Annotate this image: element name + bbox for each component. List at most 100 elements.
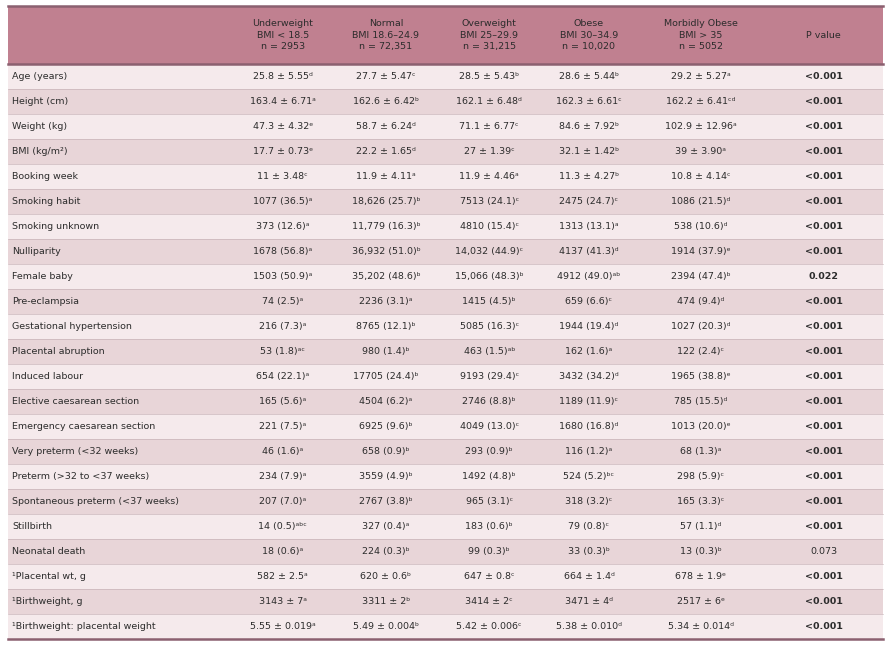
Text: Very preterm (<32 weeks): Very preterm (<32 weeks) bbox=[12, 447, 138, 456]
Text: <0.001: <0.001 bbox=[805, 397, 842, 406]
Text: <0.001: <0.001 bbox=[805, 122, 842, 131]
Text: 74 (2.5)ᵃ: 74 (2.5)ᵃ bbox=[262, 297, 303, 306]
Bar bbox=[8, 264, 883, 289]
Text: Smoking habit: Smoking habit bbox=[12, 197, 80, 206]
Text: 2236 (3.1)ᵃ: 2236 (3.1)ᵃ bbox=[359, 297, 413, 306]
Bar bbox=[8, 564, 883, 589]
Text: 116 (1.2)ᵃ: 116 (1.2)ᵃ bbox=[566, 447, 613, 456]
Text: 163.4 ± 6.71ᵃ: 163.4 ± 6.71ᵃ bbox=[249, 97, 315, 106]
Text: 3559 (4.9)ᵇ: 3559 (4.9)ᵇ bbox=[359, 472, 413, 481]
Bar bbox=[8, 139, 883, 164]
Bar bbox=[8, 214, 883, 239]
Bar bbox=[8, 389, 883, 414]
Text: <0.001: <0.001 bbox=[805, 622, 842, 631]
Text: 8765 (12.1)ᵇ: 8765 (12.1)ᵇ bbox=[356, 322, 416, 331]
Text: 647 ± 0.8ᶜ: 647 ± 0.8ᶜ bbox=[464, 572, 515, 581]
Text: 3414 ± 2ᶜ: 3414 ± 2ᶜ bbox=[465, 597, 513, 606]
Text: 207 (7.0)ᵃ: 207 (7.0)ᵃ bbox=[259, 497, 307, 506]
Text: 36,932 (51.0)ᵇ: 36,932 (51.0)ᵇ bbox=[352, 247, 421, 256]
Text: 298 (5.9)ᶜ: 298 (5.9)ᶜ bbox=[677, 472, 724, 481]
Text: P value: P value bbox=[806, 30, 841, 39]
Text: 1965 (38.8)ᵉ: 1965 (38.8)ᵉ bbox=[671, 372, 731, 381]
Text: 474 (9.4)ᵈ: 474 (9.4)ᵈ bbox=[677, 297, 724, 306]
Text: 122 (2.4)ᶜ: 122 (2.4)ᶜ bbox=[677, 347, 724, 356]
Text: 9193 (29.4)ᶜ: 9193 (29.4)ᶜ bbox=[460, 372, 519, 381]
Text: 162.6 ± 6.42ᵇ: 162.6 ± 6.42ᵇ bbox=[353, 97, 419, 106]
Text: 11.3 ± 4.27ᵇ: 11.3 ± 4.27ᵇ bbox=[559, 172, 619, 181]
Text: 327 (0.4)ᵃ: 327 (0.4)ᵃ bbox=[363, 522, 410, 531]
Bar bbox=[8, 539, 883, 564]
Text: 71.1 ± 6.77ᶜ: 71.1 ± 6.77ᶜ bbox=[460, 122, 519, 131]
Text: 13 (0.3)ᵇ: 13 (0.3)ᵇ bbox=[680, 547, 722, 556]
Text: <0.001: <0.001 bbox=[805, 72, 842, 81]
Text: 1944 (19.4)ᵈ: 1944 (19.4)ᵈ bbox=[560, 322, 618, 331]
Text: 4504 (6.2)ᵃ: 4504 (6.2)ᵃ bbox=[359, 397, 413, 406]
Bar bbox=[8, 239, 883, 264]
Text: 1503 (50.9)ᵃ: 1503 (50.9)ᵃ bbox=[253, 272, 313, 281]
Text: 3432 (34.2)ᵈ: 3432 (34.2)ᵈ bbox=[560, 372, 619, 381]
Text: 2767 (3.8)ᵇ: 2767 (3.8)ᵇ bbox=[359, 497, 413, 506]
Text: Emergency caesarean section: Emergency caesarean section bbox=[12, 422, 155, 431]
Text: 5.38 ± 0.010ᵈ: 5.38 ± 0.010ᵈ bbox=[556, 622, 622, 631]
Text: 373 (12.6)ᵃ: 373 (12.6)ᵃ bbox=[256, 222, 309, 231]
Text: ¹Birthweight: placental weight: ¹Birthweight: placental weight bbox=[12, 622, 156, 631]
Text: Placental abruption: Placental abruption bbox=[12, 347, 104, 356]
Text: 1680 (16.8)ᵈ: 1680 (16.8)ᵈ bbox=[560, 422, 618, 431]
Text: ¹Placental wt, g: ¹Placental wt, g bbox=[12, 572, 86, 581]
Text: Height (cm): Height (cm) bbox=[12, 97, 69, 106]
Text: 5085 (16.3)ᶜ: 5085 (16.3)ᶜ bbox=[460, 322, 519, 331]
Text: 1678 (56.8)ᵃ: 1678 (56.8)ᵃ bbox=[253, 247, 313, 256]
Text: Induced labour: Induced labour bbox=[12, 372, 83, 381]
Text: 5.49 ± 0.004ᵇ: 5.49 ± 0.004ᵇ bbox=[353, 622, 419, 631]
Text: 659 (6.6)ᶜ: 659 (6.6)ᶜ bbox=[566, 297, 613, 306]
Text: 15,066 (48.3)ᵇ: 15,066 (48.3)ᵇ bbox=[455, 272, 524, 281]
Text: <0.001: <0.001 bbox=[805, 147, 842, 156]
Text: Nulliparity: Nulliparity bbox=[12, 247, 61, 256]
Text: <0.001: <0.001 bbox=[805, 197, 842, 206]
Text: 99 (0.3)ᵇ: 99 (0.3)ᵇ bbox=[469, 547, 510, 556]
Text: 1077 (36.5)ᵃ: 1077 (36.5)ᵃ bbox=[253, 197, 313, 206]
Text: 14,032 (44.9)ᶜ: 14,032 (44.9)ᶜ bbox=[455, 247, 523, 256]
Text: 183 (0.6)ᵇ: 183 (0.6)ᵇ bbox=[465, 522, 513, 531]
Text: 5.42 ± 0.006ᶜ: 5.42 ± 0.006ᶜ bbox=[456, 622, 522, 631]
Text: <0.001: <0.001 bbox=[805, 522, 842, 531]
Text: 17705 (24.4)ᵇ: 17705 (24.4)ᵇ bbox=[353, 372, 419, 381]
Text: 3311 ± 2ᵇ: 3311 ± 2ᵇ bbox=[362, 597, 410, 606]
Text: 35,202 (48.6)ᵇ: 35,202 (48.6)ᵇ bbox=[352, 272, 421, 281]
Bar bbox=[8, 289, 883, 314]
Text: <0.001: <0.001 bbox=[805, 497, 842, 506]
Text: <0.001: <0.001 bbox=[805, 372, 842, 381]
Text: 1189 (11.9)ᶜ: 1189 (11.9)ᶜ bbox=[560, 397, 618, 406]
Text: 18,626 (25.7)ᵇ: 18,626 (25.7)ᵇ bbox=[352, 197, 421, 206]
Text: Underweight
BMI < 18.5
n = 2953: Underweight BMI < 18.5 n = 2953 bbox=[252, 19, 314, 52]
Text: Pre-eclampsia: Pre-eclampsia bbox=[12, 297, 79, 306]
Bar bbox=[8, 64, 883, 89]
Text: Obese
BMI 30–34.9
n = 10,020: Obese BMI 30–34.9 n = 10,020 bbox=[560, 19, 618, 52]
Text: 10.8 ± 4.14ᶜ: 10.8 ± 4.14ᶜ bbox=[671, 172, 731, 181]
Text: <0.001: <0.001 bbox=[805, 297, 842, 306]
Text: <0.001: <0.001 bbox=[805, 597, 842, 606]
Text: <0.001: <0.001 bbox=[805, 222, 842, 231]
Bar bbox=[8, 464, 883, 489]
Text: 1027 (20.3)ᵈ: 1027 (20.3)ᵈ bbox=[671, 322, 731, 331]
Text: 57 (1.1)ᵈ: 57 (1.1)ᵈ bbox=[680, 522, 721, 531]
Text: 32.1 ± 1.42ᵇ: 32.1 ± 1.42ᵇ bbox=[559, 147, 619, 156]
Text: 79 (0.8)ᶜ: 79 (0.8)ᶜ bbox=[568, 522, 609, 531]
Text: 582 ± 2.5ᵃ: 582 ± 2.5ᵃ bbox=[257, 572, 308, 581]
Text: 3471 ± 4ᵈ: 3471 ± 4ᵈ bbox=[565, 597, 613, 606]
Text: 1086 (21.5)ᵈ: 1086 (21.5)ᵈ bbox=[671, 197, 731, 206]
Bar bbox=[8, 589, 883, 614]
Text: 0.073: 0.073 bbox=[810, 547, 837, 556]
Text: 68 (1.3)ᵃ: 68 (1.3)ᵃ bbox=[680, 447, 721, 456]
Text: Weight (kg): Weight (kg) bbox=[12, 122, 67, 131]
Text: 165 (5.6)ᵃ: 165 (5.6)ᵃ bbox=[259, 397, 307, 406]
Text: 965 (3.1)ᶜ: 965 (3.1)ᶜ bbox=[466, 497, 513, 506]
Text: 28.6 ± 5.44ᵇ: 28.6 ± 5.44ᵇ bbox=[559, 72, 619, 81]
Text: 25.8 ± 5.55ᵈ: 25.8 ± 5.55ᵈ bbox=[253, 72, 313, 81]
Text: 162.1 ± 6.48ᵈ: 162.1 ± 6.48ᵈ bbox=[456, 97, 522, 106]
Text: 165 (3.3)ᶜ: 165 (3.3)ᶜ bbox=[677, 497, 724, 506]
Text: 293 (0.9)ᵇ: 293 (0.9)ᵇ bbox=[465, 447, 513, 456]
Text: 28.5 ± 5.43ᵇ: 28.5 ± 5.43ᵇ bbox=[459, 72, 519, 81]
Text: <0.001: <0.001 bbox=[805, 172, 842, 181]
Text: Booking week: Booking week bbox=[12, 172, 78, 181]
